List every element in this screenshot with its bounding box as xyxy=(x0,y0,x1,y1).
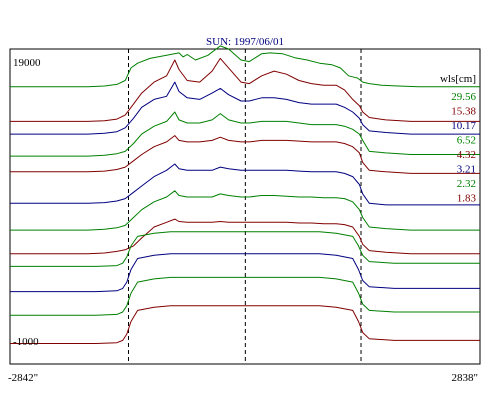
legend: wls[cm] 29.56 15.38 10.17 6.52 4.32 3.21 2.32 1… xyxy=(440,73,477,205)
baseline-line-1 xyxy=(10,231,480,267)
legend-entry: 2.32 xyxy=(457,178,476,190)
baseline-line-4 xyxy=(10,305,480,344)
series-line-4 xyxy=(10,111,480,157)
x-tick-label-right: 2838" xyxy=(452,372,479,384)
legend-entry: 29.56 xyxy=(451,91,476,103)
series-line-5 xyxy=(10,135,480,174)
series-line-7 xyxy=(10,190,480,231)
chart-title: SUN: 1997/06/01 xyxy=(206,36,284,48)
x-tick-label-left: -2842" xyxy=(8,372,38,384)
legend-entry: 15.38 xyxy=(451,106,476,118)
legend-entry: 4.32 xyxy=(457,149,476,161)
legend-entry: 6.52 xyxy=(457,135,476,147)
series-line-8 xyxy=(10,218,480,255)
series-line-2 xyxy=(10,57,480,122)
legend-entry: 1.83 xyxy=(457,193,477,205)
legend-title: wls[cm] xyxy=(440,73,476,85)
series-line-3 xyxy=(10,81,480,135)
baseline-line-2 xyxy=(10,253,480,293)
y-tick-label-top: 19000 xyxy=(13,57,41,69)
y-tick-label-bottom: -1000 xyxy=(13,336,39,348)
series-line-6 xyxy=(10,163,480,206)
legend-entry: 3.21 xyxy=(457,164,476,176)
legend-entry: 10.17 xyxy=(451,120,476,132)
baseline-line-3 xyxy=(10,276,480,316)
series-layer xyxy=(10,45,480,344)
series-line-1 xyxy=(10,45,480,88)
